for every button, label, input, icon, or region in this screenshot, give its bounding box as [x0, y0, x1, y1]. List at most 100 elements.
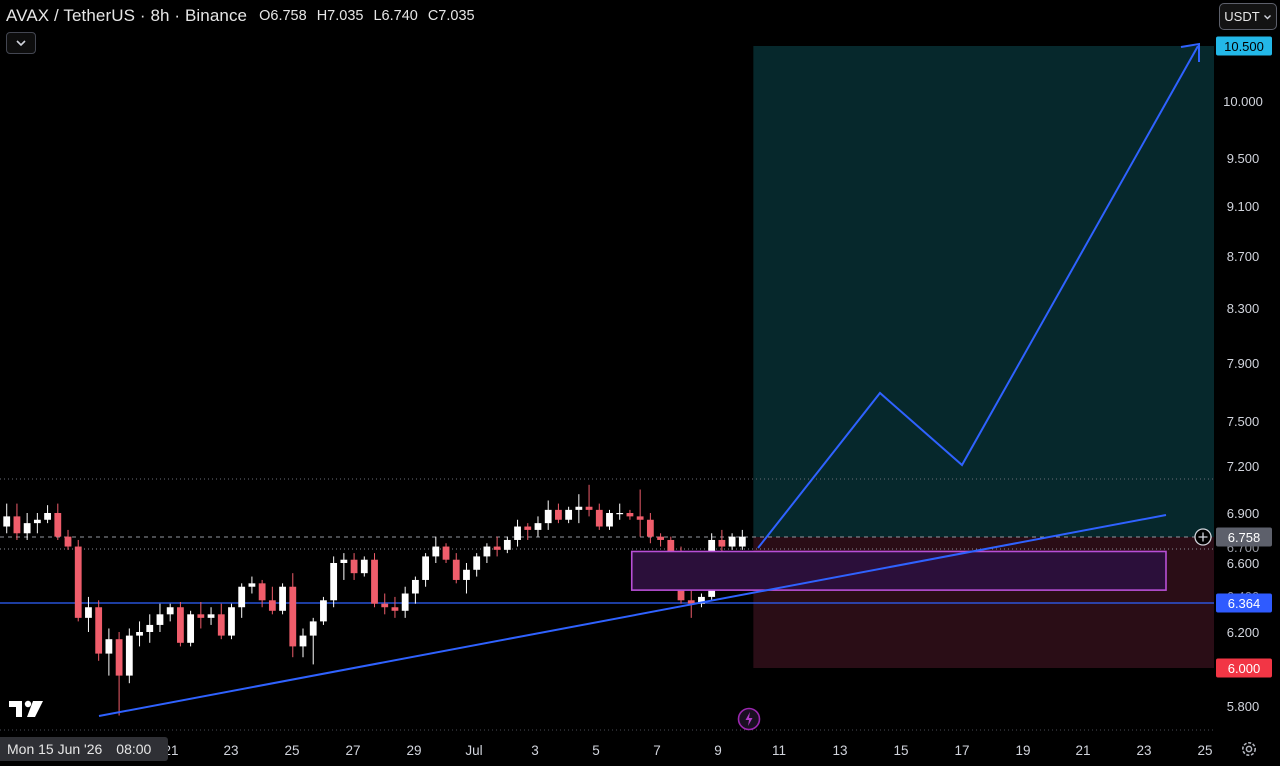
target-price-badge: 10.500: [1216, 36, 1272, 56]
candle: [483, 543, 491, 563]
price-axis: 10.000 9.500 9.100 8.700 8.300 7.900 7.500 7.20…: [1216, 36, 1272, 714]
candle: [738, 529, 746, 550]
symbol-title[interactable]: AVAX / TetherUS · 8h · Binance: [6, 6, 248, 25]
candle-body: [698, 596, 705, 604]
candle: [136, 621, 143, 647]
candle: [23, 513, 31, 540]
candle-body: [85, 607, 92, 618]
candle: [13, 503, 21, 540]
chevron-down-icon: [16, 40, 26, 47]
candle: [156, 603, 164, 632]
candle: [320, 596, 327, 625]
candle-body: [493, 546, 501, 550]
candle: [616, 503, 624, 520]
candle: [289, 573, 297, 658]
candle-body: [360, 559, 368, 574]
candle: [74, 539, 82, 622]
candle-body: [452, 559, 460, 580]
candle-body: [330, 563, 338, 601]
candle: [207, 607, 215, 625]
collapse-legend-button[interactable]: [6, 32, 36, 54]
lightning-icon[interactable]: [737, 707, 761, 736]
candle-body: [585, 506, 593, 510]
price-tick-label: 7.200: [1227, 459, 1260, 474]
candle-body: [565, 509, 573, 520]
crosshair-date: Mon 15 Jun '26: [7, 741, 103, 757]
candle: [575, 494, 583, 524]
candle: [555, 503, 562, 524]
time-tick-label: 23: [1136, 743, 1151, 758]
candle-body: [667, 539, 675, 554]
price-tick-label: 9.100: [1227, 199, 1260, 214]
candle-body: [544, 509, 552, 524]
candle-body: [616, 513, 624, 515]
candle-body: [156, 614, 164, 625]
candle-body: [350, 559, 358, 574]
candle-body: [473, 556, 481, 570]
candle: [217, 603, 225, 640]
time-tick-label: 19: [1015, 743, 1030, 758]
candle: [64, 529, 72, 550]
candle-body: [44, 513, 51, 520]
tradingview-logo-icon[interactable]: [9, 699, 45, 724]
open-value: O6.758: [259, 8, 307, 24]
candle-body: [463, 569, 470, 580]
price-tick-label: 6.900: [1227, 506, 1260, 521]
candle: [228, 603, 235, 640]
candle: [105, 628, 113, 676]
candle-body: [279, 586, 286, 611]
support-price-badge: 6.364: [1216, 593, 1272, 613]
candle: [33, 513, 41, 534]
candle-body: [238, 586, 246, 608]
candle-body: [268, 600, 276, 611]
candle: [146, 614, 154, 643]
candle-body: [555, 509, 562, 520]
candle: [177, 601, 184, 647]
candle-body: [401, 593, 409, 611]
ohlc-values: O6.758 H7.035 L6.740 C7.035: [259, 8, 474, 24]
candle: [636, 489, 644, 537]
time-tick-label: Jul: [465, 743, 482, 758]
candle: [401, 586, 409, 618]
time-tick-label: 25: [1197, 743, 1212, 758]
gear-icon[interactable]: [1240, 740, 1258, 763]
candle: [350, 553, 358, 580]
candle: [85, 596, 92, 632]
candle-body: [248, 583, 256, 587]
candle: [115, 632, 123, 716]
candle-body: [728, 536, 736, 547]
high-value: H7.035: [316, 8, 364, 24]
currency-selector[interactable]: USDT: [1219, 3, 1277, 30]
candle-body: [432, 546, 440, 557]
candle: [95, 600, 103, 661]
candle: [463, 563, 470, 594]
candle-body: [595, 509, 603, 527]
candle: [44, 505, 51, 524]
candle-body: [228, 607, 235, 636]
candle: [371, 553, 378, 608]
candle: [299, 628, 307, 658]
stop-price-badge-text: 6.000: [1228, 661, 1261, 676]
candle-body: [636, 516, 644, 520]
candle-body: [54, 513, 62, 537]
candle: [544, 500, 552, 530]
candle: [698, 593, 705, 608]
candle-body: [657, 536, 664, 540]
time-tick-label: 25: [284, 743, 299, 758]
plus-circle-icon[interactable]: [1193, 527, 1213, 552]
candle: [565, 506, 573, 524]
candle: [360, 556, 368, 577]
candle-body: [606, 513, 613, 527]
candle: [258, 579, 266, 608]
candle: [330, 556, 338, 608]
projection-path: [757, 45, 1199, 549]
candle: [422, 553, 429, 587]
time-tick-label: 23: [223, 743, 238, 758]
candle-body: [3, 516, 11, 527]
candle: [503, 536, 511, 554]
candle: [391, 596, 399, 618]
candle-body: [534, 523, 542, 530]
candle: [657, 533, 664, 547]
candle-body: [74, 546, 82, 618]
